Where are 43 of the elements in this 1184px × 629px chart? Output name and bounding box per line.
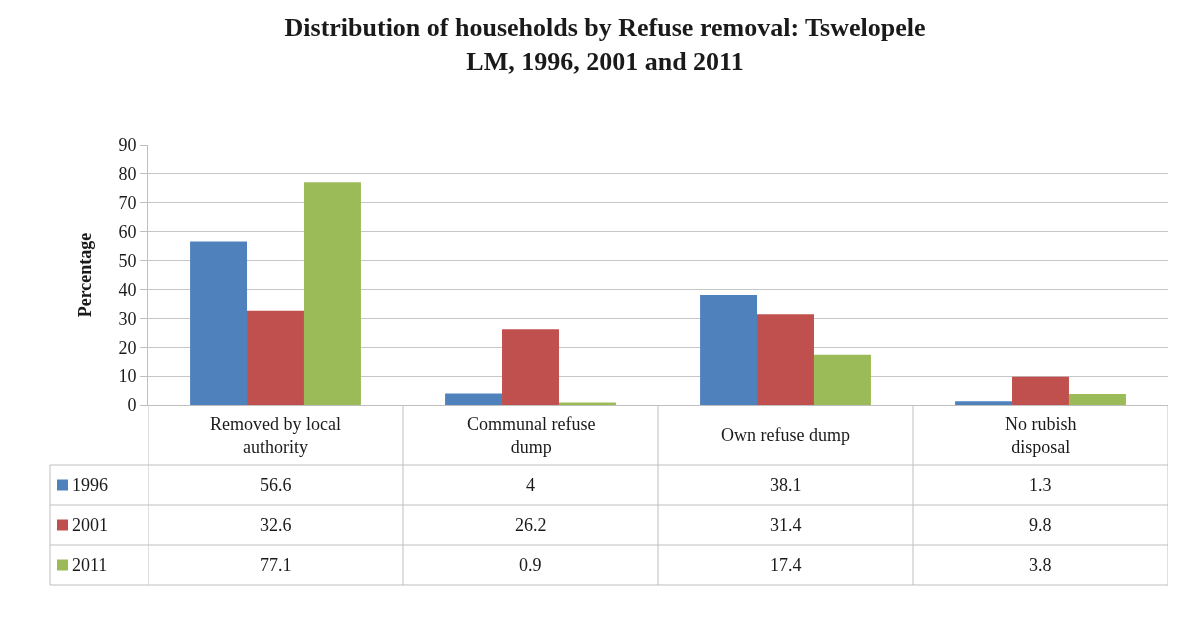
x-tick-label: No rubish disposal [1005,414,1077,458]
y-tick-label: 10 [118,366,137,387]
y-tick-label: 0 [127,395,137,416]
y-tick-label: 30 [118,308,137,329]
data-label: 26.2 [515,515,547,535]
data-label: 0.9 [519,555,542,575]
x-tick-label: Own refuse dump [721,425,850,445]
bar [955,401,1013,405]
data-label: 38.1 [770,475,802,495]
data-label: 3.8 [1029,555,1052,575]
y-tick-label: 20 [118,337,137,358]
data-label: 56.6 [260,475,292,495]
data-label: 32.6 [260,515,292,535]
y-tick-label: 70 [118,193,137,214]
x-tick-label: Communal refuse dump [467,414,596,458]
x-tick-label: Removed by local authority [210,414,341,458]
legend-label: 2011 [72,555,108,575]
y-tick-label: 50 [118,250,137,271]
data-label: 1.3 [1029,475,1052,495]
chart-title: Distribution of households by Refuse removal: Tswelopele LM, 1996, 2001 and 2011 [284,13,926,76]
data-label: 4 [526,475,535,495]
data-label: 17.4 [770,555,802,575]
bar [502,329,559,405]
y-axis-title: Percentage [74,232,95,318]
bar [190,241,248,405]
bar [757,314,814,405]
y-tick-label: 40 [118,279,137,300]
data-label: 77.1 [260,555,292,575]
bar [445,393,503,405]
bar [1012,376,1069,405]
y-tick-label: 60 [118,221,137,242]
bar [303,182,361,405]
bar [1068,394,1126,405]
bar [247,310,304,405]
bar [700,294,758,405]
legend-label: 2001 [72,515,108,535]
bar [813,354,871,405]
y-tick-label: 90 [118,135,137,156]
data-label: 31.4 [770,515,802,535]
y-tick-label: 80 [118,164,137,185]
legend-label: 1996 [72,475,108,495]
data-label: 9.8 [1029,515,1052,535]
bar [558,402,616,405]
